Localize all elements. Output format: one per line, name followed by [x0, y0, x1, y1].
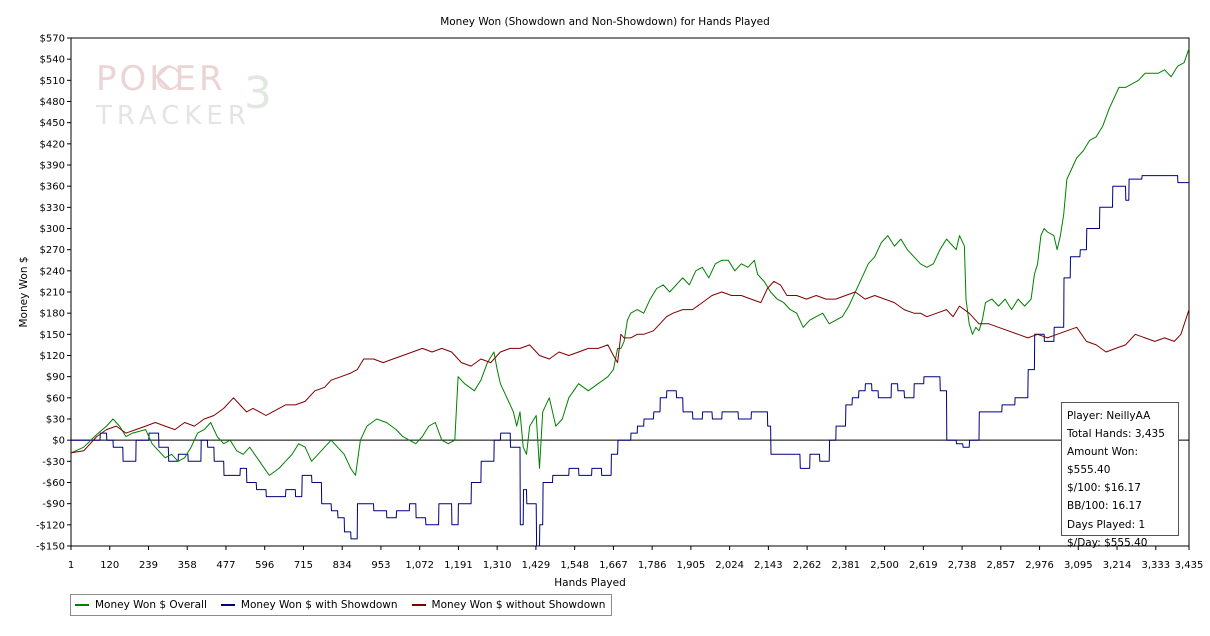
x-tick-label: 2,381: [832, 560, 861, 571]
stat-player: Player: NeillyAA: [1067, 410, 1151, 422]
stat-dollars-per-day: $/Day: $555.40: [1067, 536, 1148, 549]
y-tick-label: $360: [40, 182, 65, 193]
chart-legend: Money Won $ Overall Money Won $ with Sho…: [70, 594, 613, 616]
y-tick-label: -$150: [36, 542, 65, 553]
y-tick-label: $150: [40, 330, 65, 341]
x-tick-label: 3,333: [1141, 560, 1170, 571]
x-tick-label: 1,072: [405, 560, 434, 571]
legend-swatch-overall: [75, 604, 89, 606]
chart-title: Money Won (Showdown and Non-Showdown) fo…: [440, 16, 770, 28]
y-tick-label: -$90: [42, 499, 65, 510]
legend-label-showdown: Money Won $ with Showdown: [240, 599, 398, 611]
logo-numeral: 3: [244, 68, 272, 119]
x-tick-label: 2,738: [948, 560, 977, 571]
poker-tracker-logo: POKER TRACKER 3: [95, 58, 296, 131]
y-tick-label: $390: [40, 161, 65, 172]
x-tick-label: 1,786: [638, 560, 667, 571]
y-tick-label: $300: [40, 224, 65, 235]
x-tick-label: 120: [100, 560, 119, 571]
x-tick-label: 239: [139, 560, 158, 571]
x-tick-label: 358: [178, 560, 197, 571]
x-tick-label: 2,857: [987, 560, 1016, 571]
y-tick-label: -$60: [42, 478, 65, 489]
x-tick-label: 3,435: [1175, 560, 1204, 571]
x-tick-label: 3,095: [1064, 560, 1093, 571]
stat-total-hands: Total Hands: 3,435: [1067, 428, 1165, 441]
logo-graphic: POKER TRACKER 3: [95, 59, 272, 131]
x-tick-label: 1,548: [560, 560, 589, 571]
stat-dollars-per-100: $/100: $16.17: [1067, 482, 1141, 495]
x-tick-label: 1: [68, 560, 74, 571]
legend-item-non-showdown: Money Won $ without Showdown: [411, 599, 606, 611]
y-tick-label: $330: [40, 203, 65, 214]
x-tick-label: 3,214: [1103, 560, 1132, 571]
series-line-non-showdown: [70, 280, 1190, 454]
y-tick-label: $90: [46, 372, 65, 383]
y-tick-label: $30: [46, 415, 65, 426]
series-line-showdown: [71, 175, 1189, 547]
y-tick-label: $270: [40, 245, 65, 256]
y-tick-label: $0: [52, 436, 65, 447]
legend-label-non-showdown: Money Won $ without Showdown: [431, 599, 606, 611]
legend-swatch-non-showdown: [411, 604, 426, 606]
logo-word-poker: POKER: [96, 59, 226, 99]
x-tick-label: 2,619: [909, 560, 938, 571]
y-tick-label: $450: [40, 118, 65, 129]
player-stats-box: Player: NeillyAA Total Hands: 3,435 Amou…: [1061, 402, 1179, 549]
logo-chip-icon: [157, 66, 181, 90]
x-tick-label: 2,024: [715, 560, 744, 571]
legend-swatch-showdown: [220, 604, 235, 606]
x-tick-label: 834: [333, 560, 352, 571]
y-axis: $570 $540 $510 $480 $450 $420 $390 $360 $330 $300…: [36, 34, 1189, 553]
x-tick-label: 596: [255, 560, 274, 571]
y-tick-label: $210: [40, 288, 65, 299]
x-tick-label: 1,667: [599, 560, 628, 571]
legend-label-overall: Money Won $ Overall: [95, 599, 207, 611]
stat-amount-won: Amount Won: $555.40: [1067, 446, 1138, 477]
y-tick-label: $180: [40, 309, 65, 320]
y-tick-label: $570: [40, 34, 65, 45]
series-layer: [70, 48, 1190, 547]
x-tick-label: 715: [294, 560, 313, 571]
plot-area: [70, 37, 1190, 547]
legend-item-overall: Money Won $ Overall: [75, 599, 207, 611]
series-line-overall: [70, 48, 1190, 476]
y-tick-label: $510: [40, 76, 65, 87]
x-tick-label: 1,429: [522, 560, 551, 571]
x-tick-label: 2,976: [1025, 560, 1054, 571]
x-tick-label: 477: [216, 560, 235, 571]
x-axis-label: Hands Played: [554, 577, 625, 589]
y-tick-label: $120: [40, 351, 65, 362]
y-axis-label: Money Won $: [18, 256, 30, 327]
y-tick-label: $60: [46, 393, 65, 404]
stat-bb-per-100: BB/100: 16.17: [1067, 500, 1142, 513]
y-tick-label: $480: [40, 97, 65, 108]
x-tick-label: 1,905: [677, 560, 706, 571]
y-tick-label: -$120: [36, 520, 65, 531]
y-tick-label: $240: [40, 266, 65, 277]
legend-item-showdown: Money Won $ with Showdown: [220, 599, 398, 611]
logo-word-tracker: TRACKER: [96, 101, 251, 128]
x-tick-label: 2,262: [793, 560, 822, 571]
x-tick-label: 1,310: [483, 560, 512, 571]
y-tick-label: $540: [40, 55, 65, 66]
stat-days-played: Days Played: 1: [1067, 518, 1146, 531]
y-tick-label: -$30: [42, 457, 65, 468]
y-tick-label: $420: [40, 139, 65, 150]
x-axis: 1 120 239 358 477 596 715 834 953 1,072 1,191 1,310…: [68, 546, 1204, 571]
x-tick-label: 2,143: [754, 560, 783, 571]
x-tick-label: 2,500: [870, 560, 899, 571]
x-tick-label: 953: [371, 560, 390, 571]
x-tick-label: 1,191: [444, 560, 473, 571]
